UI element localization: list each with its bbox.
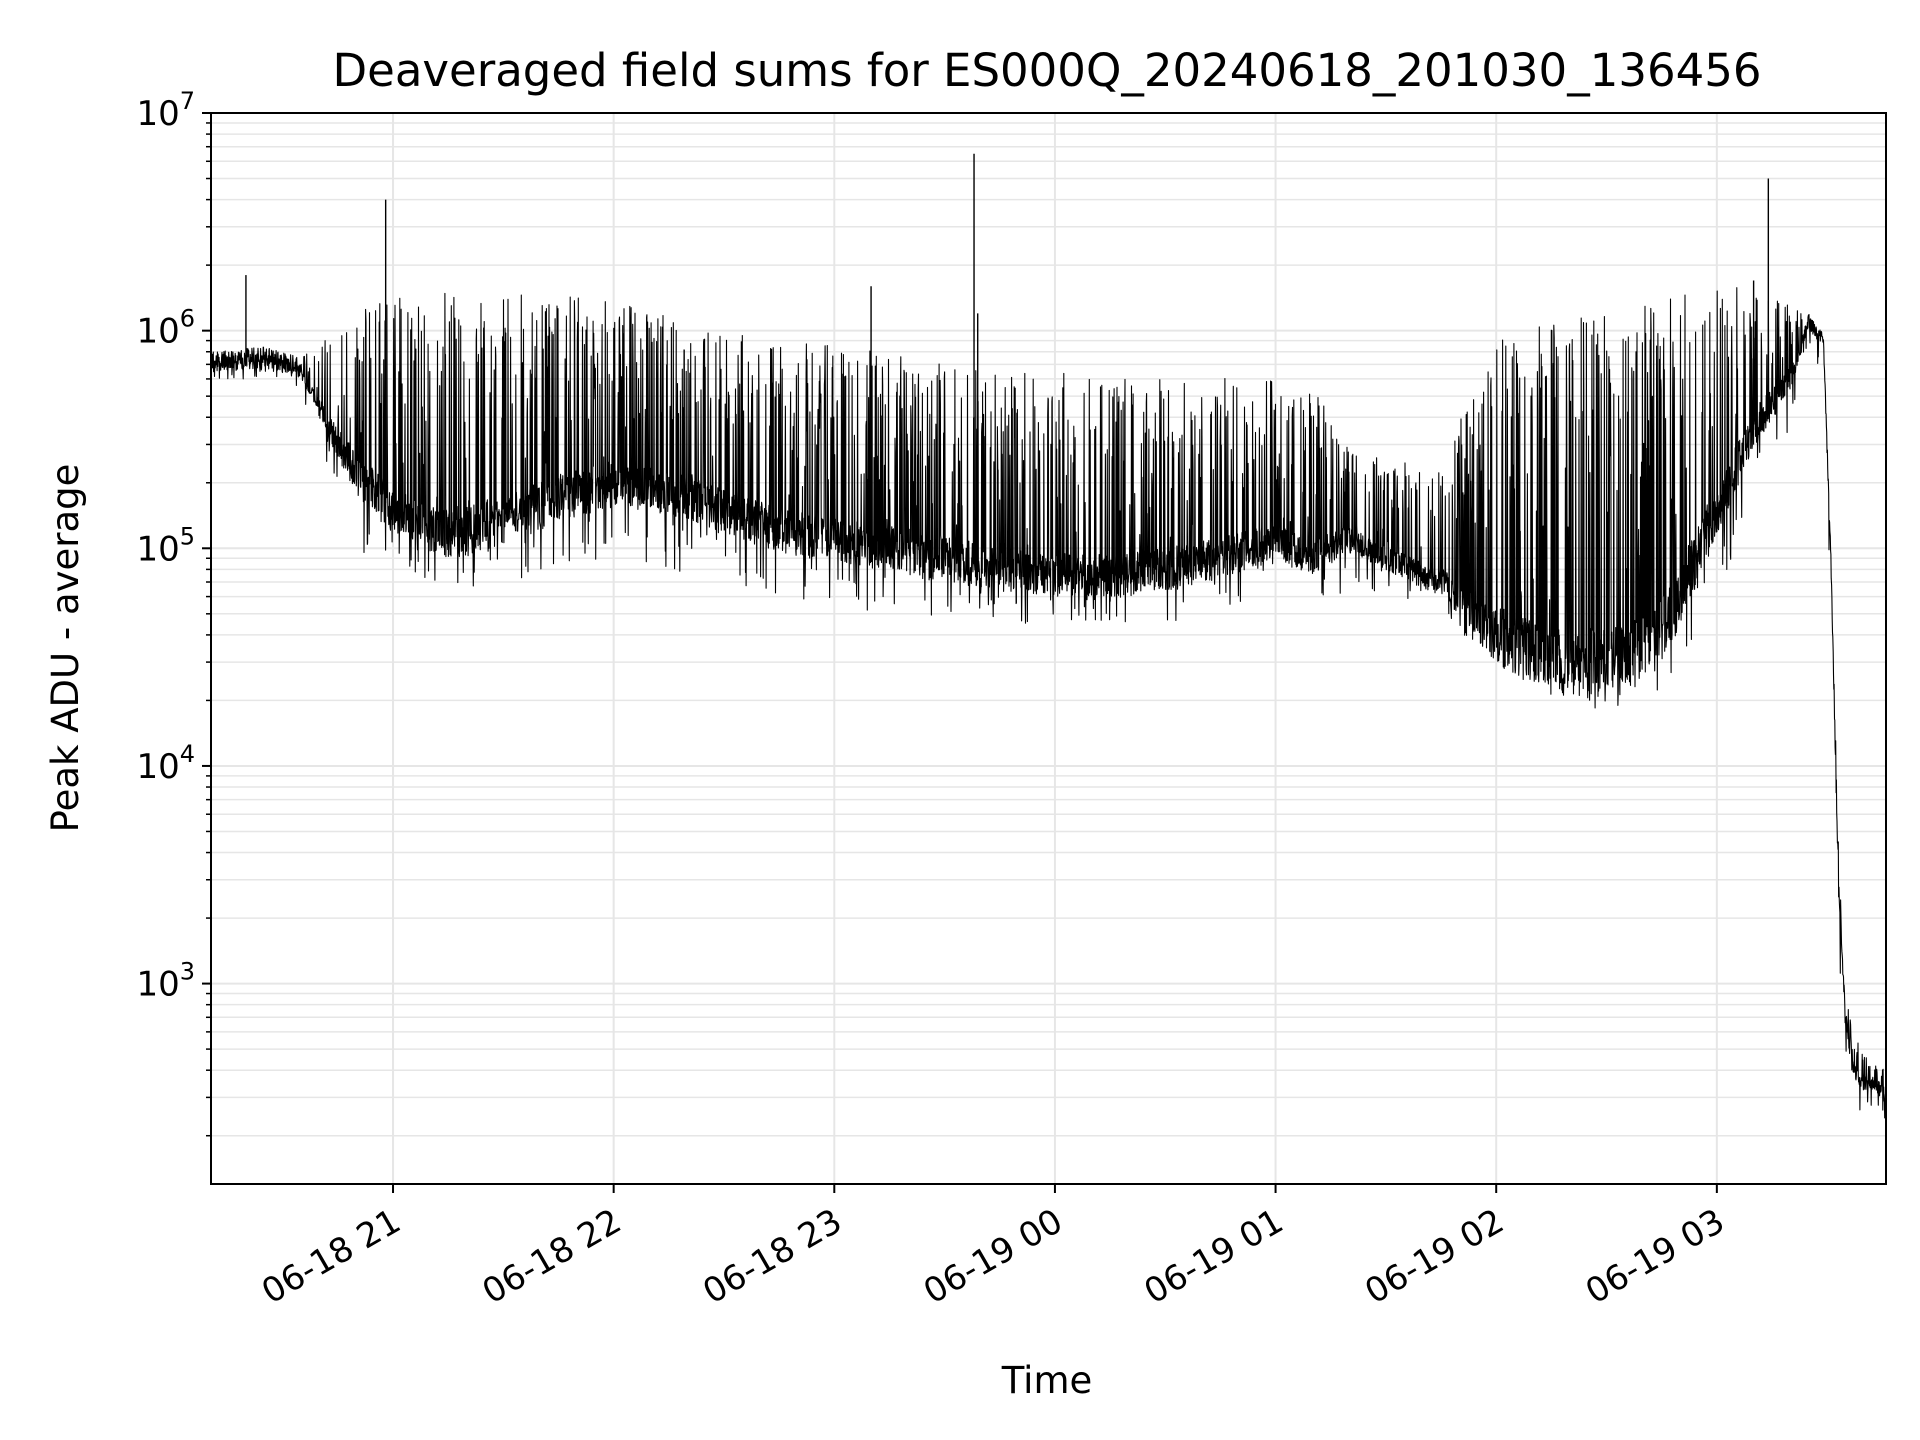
x-axis-label: Time <box>1001 1359 1093 1402</box>
series-line <box>211 287 1886 1119</box>
y-axis-label: Peak ADU - average <box>44 464 87 833</box>
y-tick-label: 104 <box>136 740 195 787</box>
y-tick-label: 106 <box>136 305 195 352</box>
series-layer <box>211 153 1886 1119</box>
y-tick-label: 105 <box>136 522 195 569</box>
y-tick-label: 107 <box>136 87 195 134</box>
chart-title: Deaveraged field sums for ES000Q_2024061… <box>333 44 1762 97</box>
y-axis-ticks: 103 104 105 106 107 <box>136 87 211 1137</box>
y-tick-label: 103 <box>136 958 195 1005</box>
plot-frame <box>210 112 1887 1185</box>
